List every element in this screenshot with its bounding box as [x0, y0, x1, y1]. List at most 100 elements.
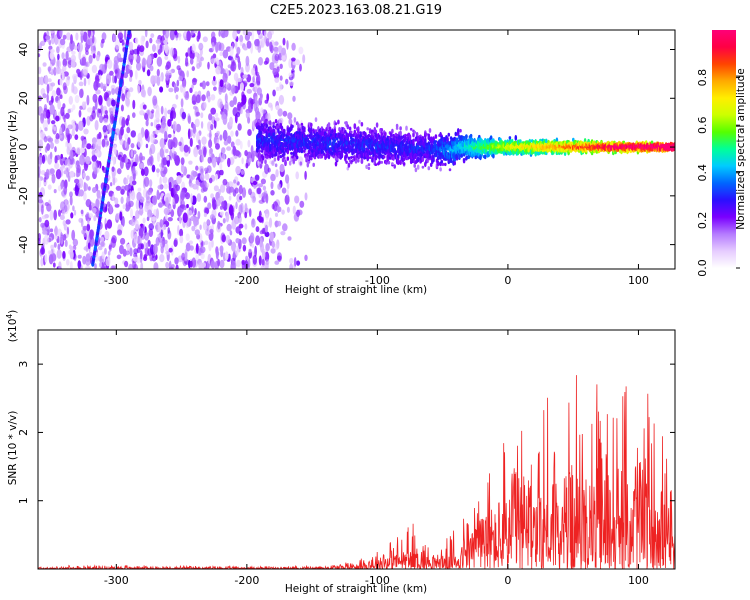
noise-speck — [279, 63, 283, 69]
noise-speck — [47, 184, 52, 190]
noise-speck — [145, 40, 149, 49]
band-point — [334, 161, 338, 167]
noise-speck — [128, 200, 134, 207]
noise-speck — [99, 115, 104, 124]
noise-speck — [178, 32, 182, 41]
noise-speck — [210, 123, 214, 131]
noise-speck — [203, 195, 208, 203]
noise-speck — [249, 232, 255, 244]
noise-speck — [292, 95, 296, 102]
noise-speck — [225, 211, 230, 223]
band-point — [357, 158, 360, 163]
noise-speck — [172, 184, 178, 196]
noise-speck — [219, 134, 223, 141]
noise-speck — [69, 195, 73, 206]
band-point — [374, 156, 378, 161]
band-point — [402, 162, 406, 166]
band-point — [409, 127, 413, 131]
band-point — [371, 157, 374, 163]
noise-speck — [60, 153, 63, 159]
noise-speck — [213, 118, 217, 129]
noise-speck — [38, 194, 43, 204]
noise-speck — [144, 30, 148, 38]
noise-speck — [41, 154, 46, 164]
noise-speck — [147, 209, 153, 218]
diagonal-streak-point — [127, 30, 131, 33]
noise-speck — [203, 212, 207, 218]
noise-speck — [159, 254, 165, 263]
band-point — [308, 140, 312, 145]
band-point — [469, 133, 473, 138]
band-point — [292, 158, 296, 164]
band-point — [345, 160, 348, 164]
noise-speck — [224, 81, 230, 89]
band-point — [393, 164, 397, 169]
noise-speck — [274, 243, 279, 251]
noise-speck — [159, 147, 164, 158]
noise-speck — [77, 260, 82, 269]
noise-speck — [99, 262, 102, 268]
noise-speck — [198, 149, 203, 156]
noise-speck — [156, 56, 163, 67]
noise-speck — [67, 158, 71, 167]
band-point — [436, 162, 440, 166]
noise-speck — [133, 263, 139, 269]
band-point — [414, 167, 418, 173]
noise-speck — [236, 193, 242, 203]
noise-speck — [234, 150, 241, 157]
band-point — [425, 132, 428, 136]
noise-speck — [125, 207, 130, 212]
noise-speck — [237, 123, 242, 131]
noise-speck — [134, 69, 138, 80]
noise-speck — [93, 166, 99, 175]
band-point — [458, 154, 461, 158]
noise-speck — [59, 127, 63, 135]
noise-speck — [38, 66, 42, 75]
noise-speck — [101, 262, 105, 269]
noise-speck — [304, 254, 308, 261]
noise-speck — [85, 50, 89, 56]
noise-speck — [49, 104, 55, 115]
band-point — [378, 160, 381, 165]
noise-speck — [77, 42, 83, 52]
noise-speck — [130, 130, 136, 138]
noise-speck — [138, 227, 144, 239]
noise-speck — [38, 76, 41, 86]
noise-speck — [40, 170, 46, 176]
noise-speck — [114, 203, 120, 208]
noise-speck — [302, 54, 306, 64]
noise-speck — [48, 254, 54, 265]
noise-speck — [195, 94, 201, 104]
noise-speck — [240, 169, 245, 175]
band-point — [441, 162, 445, 166]
noise-speck — [229, 230, 233, 236]
noise-speck — [215, 132, 219, 138]
noise-speck — [137, 132, 143, 142]
noise-speck — [136, 62, 142, 71]
noise-speck — [199, 173, 205, 181]
noise-speck — [210, 94, 216, 101]
noise-speck — [191, 225, 196, 232]
noise-speck — [129, 87, 134, 93]
noise-speck — [79, 147, 85, 154]
noise-speck — [119, 138, 124, 146]
noise-speck — [277, 45, 283, 54]
band-point — [348, 145, 352, 150]
noise-speck — [294, 195, 300, 204]
noise-speck — [141, 57, 147, 67]
noise-speck — [62, 234, 67, 241]
noise-speck — [247, 139, 251, 148]
noise-speck — [72, 205, 75, 212]
band-point — [268, 120, 272, 126]
noise-speck — [235, 165, 241, 175]
noise-speck — [48, 45, 53, 51]
noise-speck — [146, 216, 150, 222]
noise-speck — [178, 141, 182, 147]
noise-speck — [275, 169, 279, 178]
band-point — [455, 138, 459, 145]
noise-speck — [62, 82, 67, 91]
noise-speck — [241, 157, 244, 165]
band-point — [365, 139, 368, 143]
noise-speck — [172, 121, 177, 132]
noise-speck — [157, 152, 160, 163]
